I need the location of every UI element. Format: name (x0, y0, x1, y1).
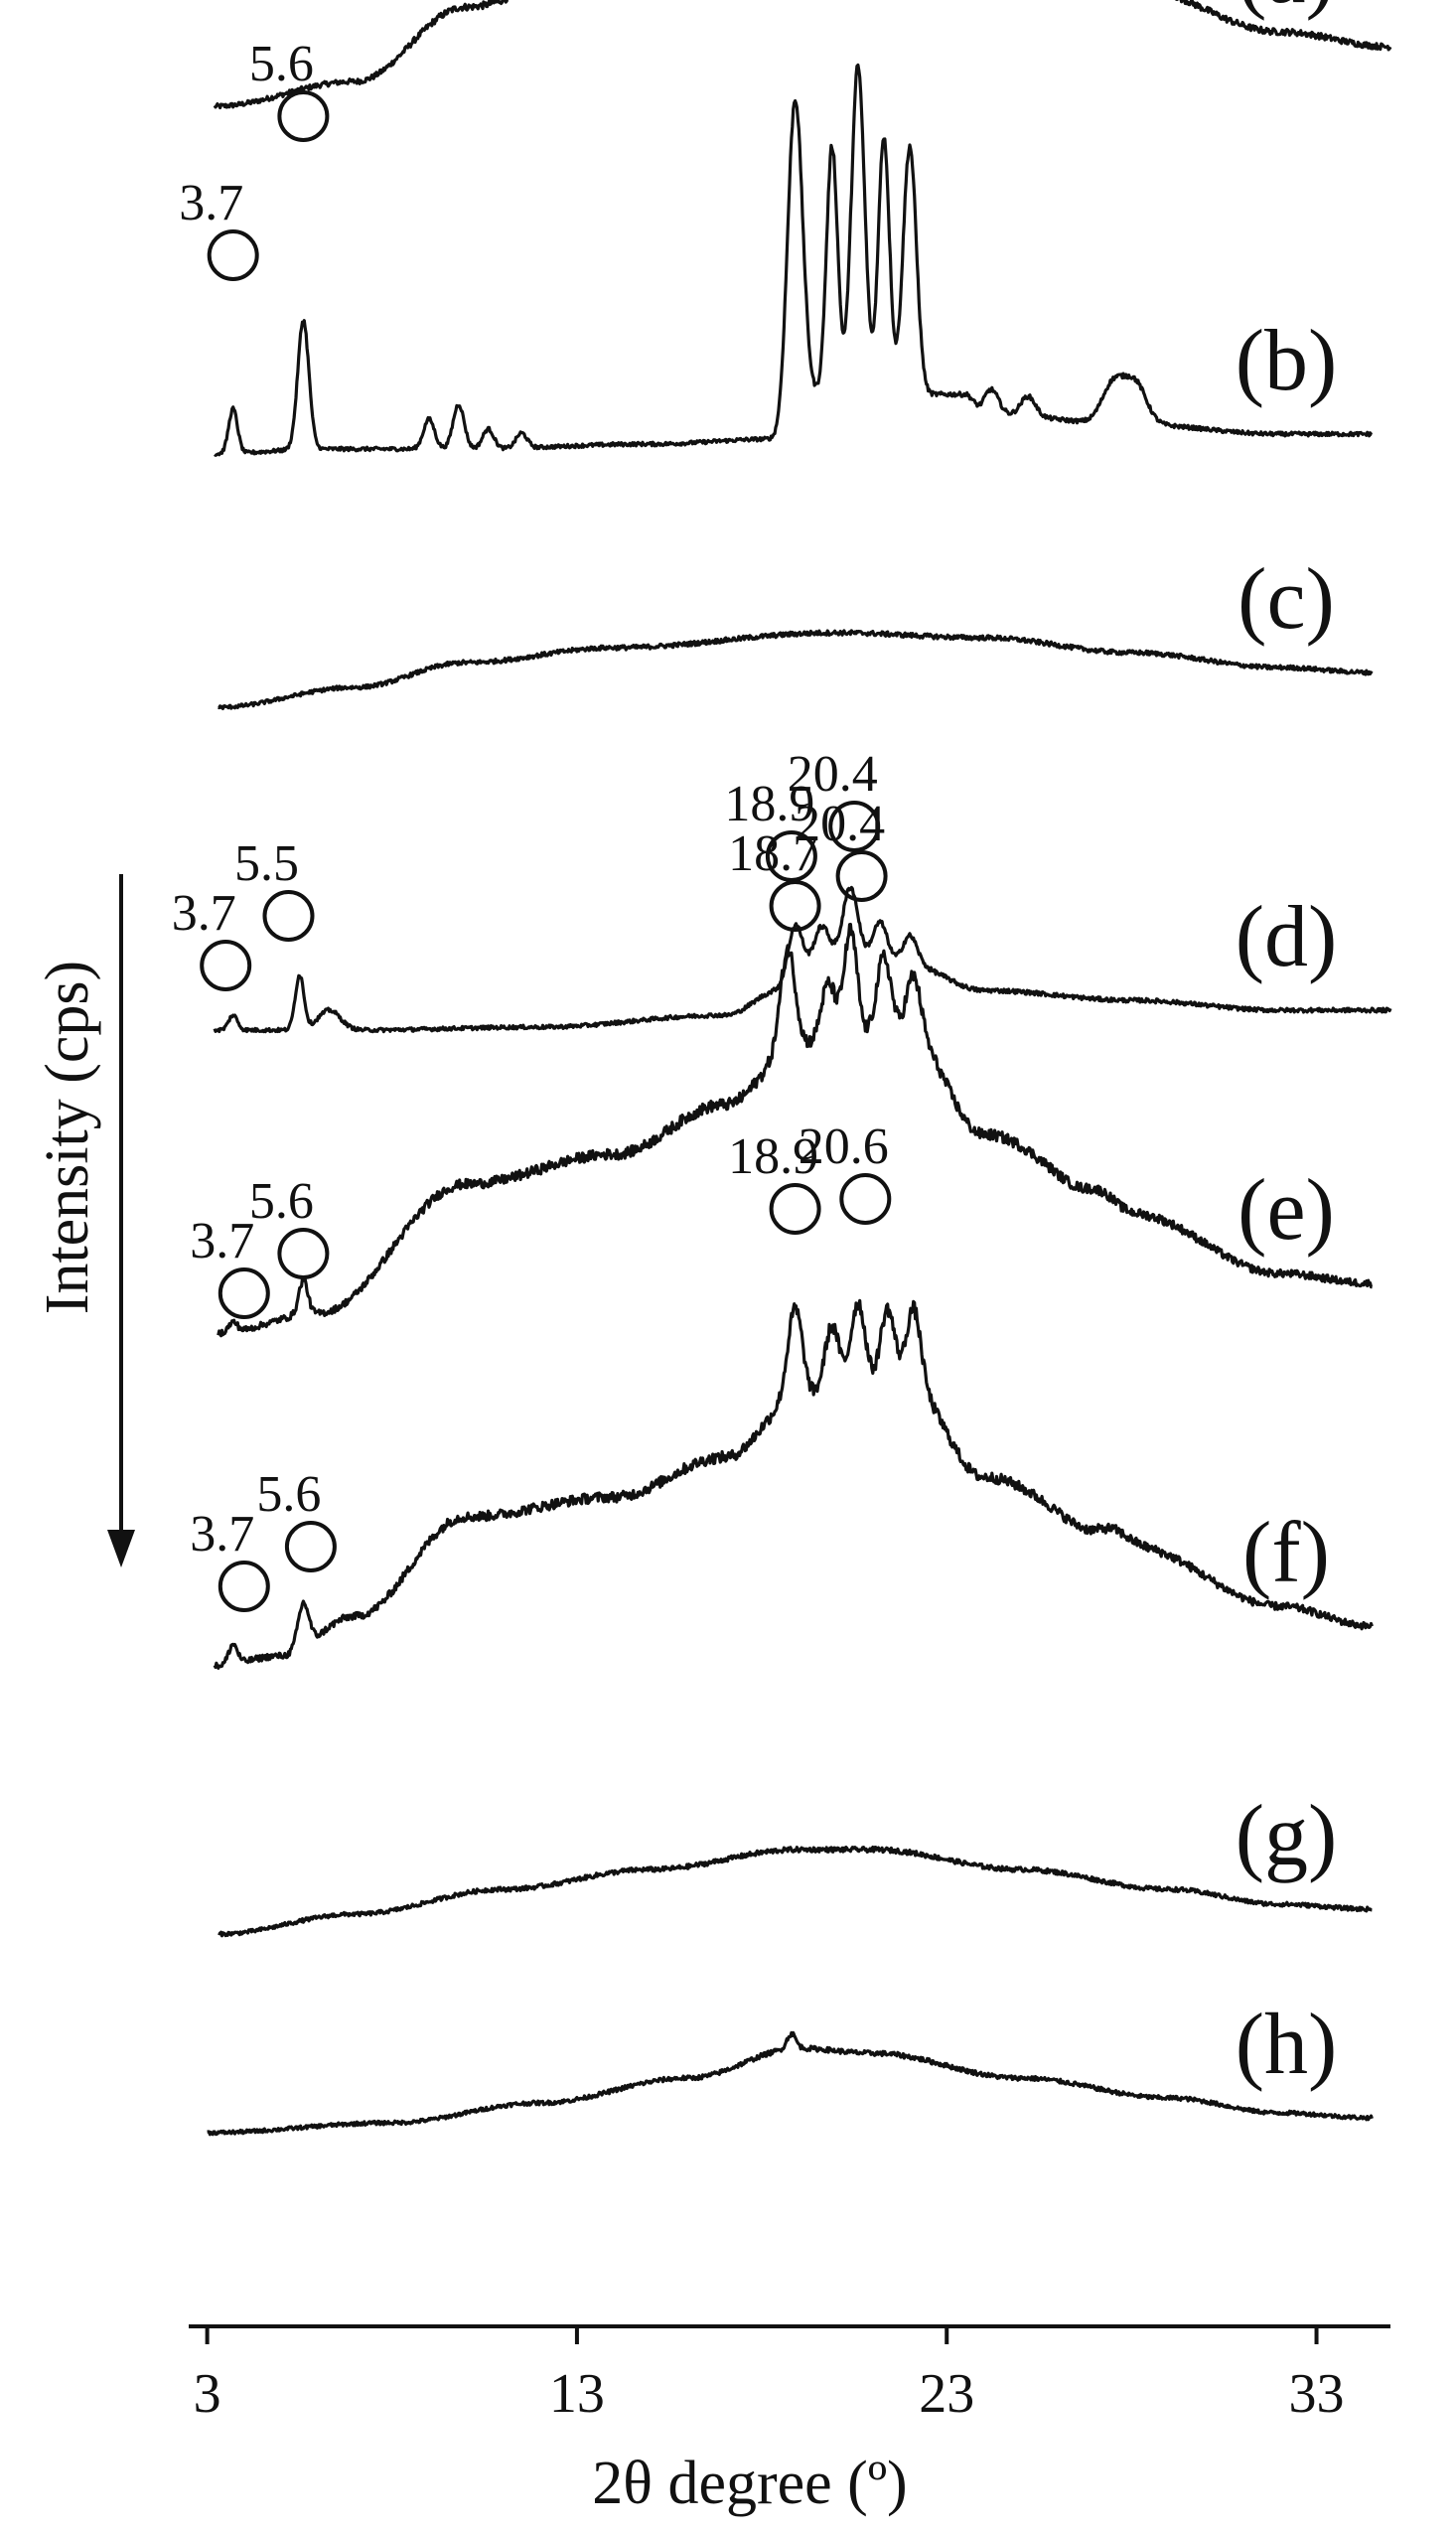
peak-marker-circle (218, 1561, 270, 1612)
peak-value-label: 18.9 (728, 1128, 818, 1185)
peak-value-label: 5.6 (249, 1173, 314, 1230)
peak-marker-circle (765, 830, 817, 882)
peak-value-label: 5.6 (256, 1466, 321, 1523)
peak-value-label: 20.4 (795, 796, 885, 852)
panel-label-h: (h) (1236, 1997, 1338, 2093)
peak-marker-circle (262, 890, 315, 942)
peak-marker-circle (277, 1228, 330, 1279)
panel-label-c: (c) (1238, 551, 1335, 648)
xrd-trace-b (214, 63, 1374, 457)
peak-marker-circle (839, 1173, 892, 1225)
peak-value-label: 20.6 (799, 1118, 889, 1175)
xrd-trace-g (218, 1846, 1374, 1938)
y-axis-indicator: Intensity (cps) (34, 874, 135, 1567)
x-tick-label: 13 (549, 2363, 605, 2425)
peak-value-label: 3.7 (172, 885, 236, 942)
peak-value-label: 3.7 (190, 1506, 254, 1563)
panel-label-f: (f) (1242, 1505, 1330, 1601)
panel-label-a: (a) (1238, 0, 1335, 22)
peak-value-label: 20.4 (788, 746, 878, 803)
panel-label-e: (e) (1238, 1162, 1335, 1259)
peak-value-label: 3.7 (179, 175, 243, 231)
peak-marker-circle (284, 1521, 337, 1572)
peak-marker-circle (200, 940, 252, 991)
xrd-trace-c (218, 629, 1374, 710)
panel-label-g: (g) (1236, 1788, 1338, 1884)
x-axis-title: 2θ degree (º) (592, 2450, 907, 2517)
y-axis-title: Intensity (cps) (34, 961, 101, 1314)
peak-marker-circle (277, 90, 330, 142)
peak-marker-circle (835, 850, 888, 902)
x-tick-label: 3 (194, 2363, 221, 2425)
peak-marker-circle (828, 801, 881, 852)
peak-value-label: 18.7 (728, 825, 818, 882)
peak-markers-layer: 3.75.618.920.63.75.518.920.43.75.618.720… (172, 36, 892, 1612)
x-tick-label: 33 (1289, 2363, 1345, 2425)
xrd-trace-a (213, 0, 1392, 110)
peak-value-label: 18.9 (724, 776, 814, 832)
panel-label-d: (d) (1236, 889, 1338, 985)
y-axis-arrow-head (107, 1530, 135, 1567)
panel-label-b: (b) (1236, 313, 1338, 409)
xrd-trace-e (217, 922, 1374, 1338)
traces-layer (206, 0, 1392, 2137)
peak-marker-circle (218, 1267, 270, 1319)
xrd-trace-f (213, 1298, 1374, 1670)
xrd-trace-h (206, 2030, 1374, 2137)
x-axis-ticks: 3 13 23 33 (194, 2326, 1345, 2425)
x-tick-label: 23 (919, 2363, 974, 2425)
peak-marker-circle (207, 229, 259, 281)
peak-marker-circle (769, 880, 821, 932)
xrd-trace-d (213, 885, 1392, 1034)
peak-value-label: 3.7 (190, 1213, 254, 1269)
peak-value-label: 5.5 (234, 835, 299, 892)
peak-value-label: 5.6 (249, 36, 314, 92)
panel-labels-layer: (a) (b) (c) (d) (e) (f) (g) (h) (1236, 0, 1338, 2093)
peak-marker-circle (769, 1183, 821, 1235)
